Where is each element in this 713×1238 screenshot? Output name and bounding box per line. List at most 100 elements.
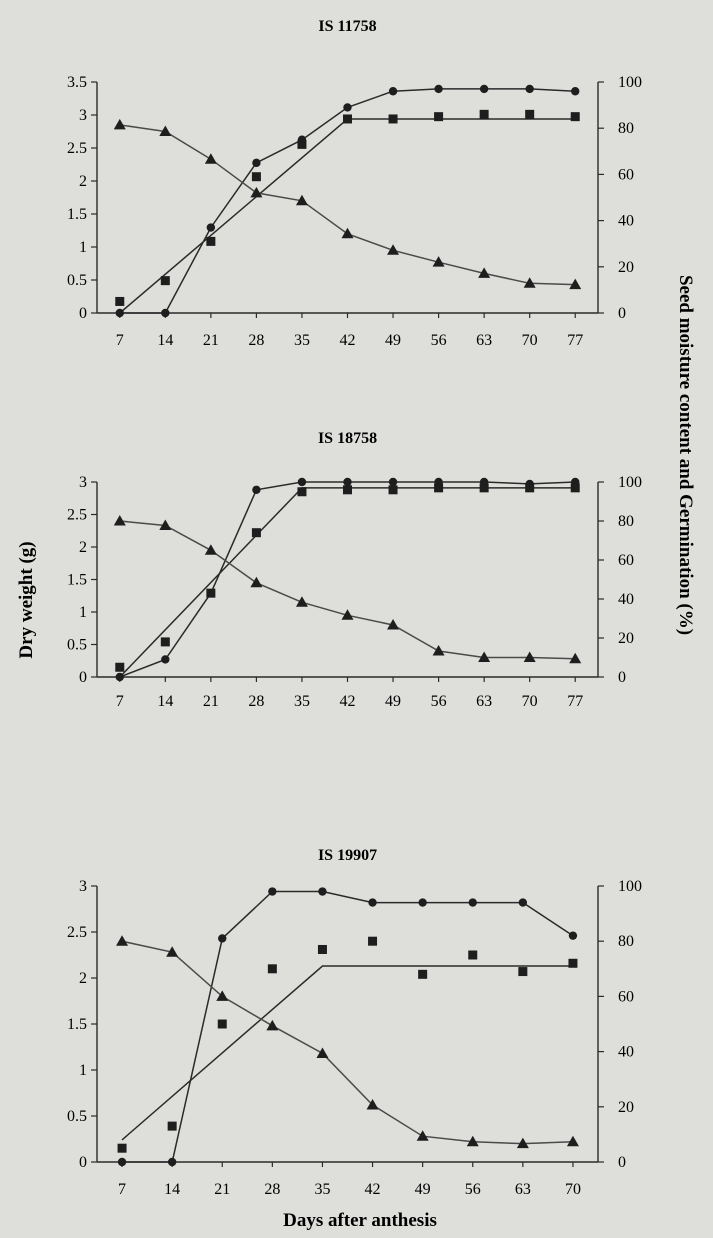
data-point-circle <box>115 308 124 318</box>
right-tick-label: 20 <box>618 1099 634 1116</box>
left-tick-label: 0.5 <box>67 1108 87 1125</box>
data-point-circle <box>343 103 352 112</box>
data-point-triangle <box>416 1130 429 1141</box>
fitted-line <box>119 118 576 314</box>
right-tick-label: 20 <box>618 630 634 647</box>
data-point-square <box>115 662 125 672</box>
left-tick-label: 3 <box>79 878 87 895</box>
data-point-square <box>206 588 216 598</box>
data-point-triangle <box>523 651 536 662</box>
data-point-circle <box>318 887 327 896</box>
left-tick-label: 2.5 <box>67 507 87 524</box>
x-tick-label: 42 <box>340 332 356 349</box>
x-tick-label: 49 <box>415 1181 431 1198</box>
x-tick-label: 49 <box>385 332 401 349</box>
data-point-circle <box>368 898 377 907</box>
data-point-circle <box>252 485 261 494</box>
data-point-circle <box>479 84 489 94</box>
data-point-circle <box>571 87 580 96</box>
data-point-circle <box>161 655 170 664</box>
data-point-triangle <box>366 1098 379 1110</box>
data-point-triangle <box>216 990 229 1001</box>
x-tick-label: 7 <box>116 332 124 349</box>
data-point-triangle <box>566 1135 579 1147</box>
data-point-square <box>251 528 261 538</box>
data-point-square <box>160 276 170 286</box>
data-point-triangle <box>569 278 582 290</box>
data-point-square <box>434 112 444 122</box>
x-tick-label: 77 <box>567 332 583 349</box>
left-tick-label: 3.5 <box>67 74 87 91</box>
data-point-triangle <box>341 227 354 239</box>
chart-title: IS 19907 <box>318 847 377 864</box>
right-tick-label: 20 <box>618 259 634 276</box>
x-tick-label: 63 <box>476 332 492 349</box>
data-point-triangle <box>295 596 308 607</box>
data-point-square <box>297 139 307 149</box>
left-tick-label: 0.5 <box>67 272 87 289</box>
chart-panel-3: IS 19907 0 0.5 1 1.5 2 2.5 3 0 20 40 60 80 100 7 14 21 28… <box>67 847 642 1198</box>
x-tick-label: 56 <box>465 1181 481 1198</box>
data-point-triangle <box>387 619 400 630</box>
data-point-square <box>525 483 535 493</box>
x-tick-label: 49 <box>385 693 401 710</box>
left-tick-label: 1.5 <box>67 1016 87 1033</box>
fitted-line <box>119 487 576 678</box>
x-tick-label: 28 <box>248 693 264 710</box>
right-tick-label: 100 <box>618 878 642 895</box>
data-point-triangle <box>159 125 172 136</box>
data-point-triangle <box>569 652 582 664</box>
chart-title: IS 11758 <box>318 18 376 35</box>
data-point-triangle <box>387 244 400 255</box>
data-point-circle <box>468 898 477 907</box>
chart-panel-1: IS 11758 0 0.5 1 1.5 2 2.5 3 3.5 0 20 40 60 80 100 7 14 2… <box>67 18 642 349</box>
x-tick-label: 70 <box>565 1181 581 1198</box>
right-tick-label: 60 <box>618 552 634 569</box>
series-line-triangle <box>121 940 574 1145</box>
data-point-square <box>479 483 489 493</box>
data-point-square <box>343 485 352 495</box>
data-point-circle <box>161 308 170 318</box>
x-tick-label: 28 <box>248 332 264 349</box>
data-point-circle <box>418 898 427 907</box>
data-point-square <box>206 236 216 246</box>
data-point-square <box>525 109 535 119</box>
left-tick-label: 0.5 <box>67 637 87 654</box>
data-point-circle <box>525 84 534 94</box>
right-tick-label: 80 <box>618 933 634 950</box>
x-tick-label: 7 <box>116 693 124 710</box>
x-tick-label: 21 <box>203 693 219 710</box>
data-point-triangle <box>159 519 172 531</box>
data-point-circle <box>167 1157 177 1167</box>
x-tick-label: 35 <box>294 332 310 349</box>
data-point-triangle <box>295 194 308 206</box>
data-point-circle <box>434 84 443 94</box>
x-tick-label: 63 <box>515 1181 531 1198</box>
x-tick-label: 7 <box>118 1181 126 1198</box>
data-point-square <box>115 296 125 306</box>
data-point-circle <box>388 477 398 487</box>
data-point-square <box>418 969 428 979</box>
data-point-square <box>568 958 578 968</box>
data-point-triangle <box>113 118 126 130</box>
data-point-triangle <box>250 186 263 198</box>
data-point-circle <box>206 223 216 232</box>
series-line-triangle <box>119 124 576 286</box>
right-tick-label: 80 <box>618 120 634 137</box>
right-tick-label: 100 <box>618 74 642 91</box>
x-axis-title: Days after anthesis <box>283 1210 437 1231</box>
data-point-circle <box>252 158 261 168</box>
right-tick-label: 60 <box>618 166 634 183</box>
x-tick-label: 56 <box>431 693 447 710</box>
data-point-square <box>518 967 528 977</box>
series-line-circle <box>122 890 574 1163</box>
right-tick-label: 60 <box>618 988 634 1005</box>
chart-title: IS 18758 <box>318 430 377 447</box>
data-point-circle <box>115 672 124 682</box>
left-tick-label: 0 <box>79 305 87 322</box>
data-point-square <box>251 172 261 182</box>
right-tick-label: 40 <box>618 1044 634 1061</box>
data-point-circle <box>117 1157 127 1167</box>
data-point-triangle <box>478 651 491 662</box>
data-point-circle <box>268 887 277 896</box>
